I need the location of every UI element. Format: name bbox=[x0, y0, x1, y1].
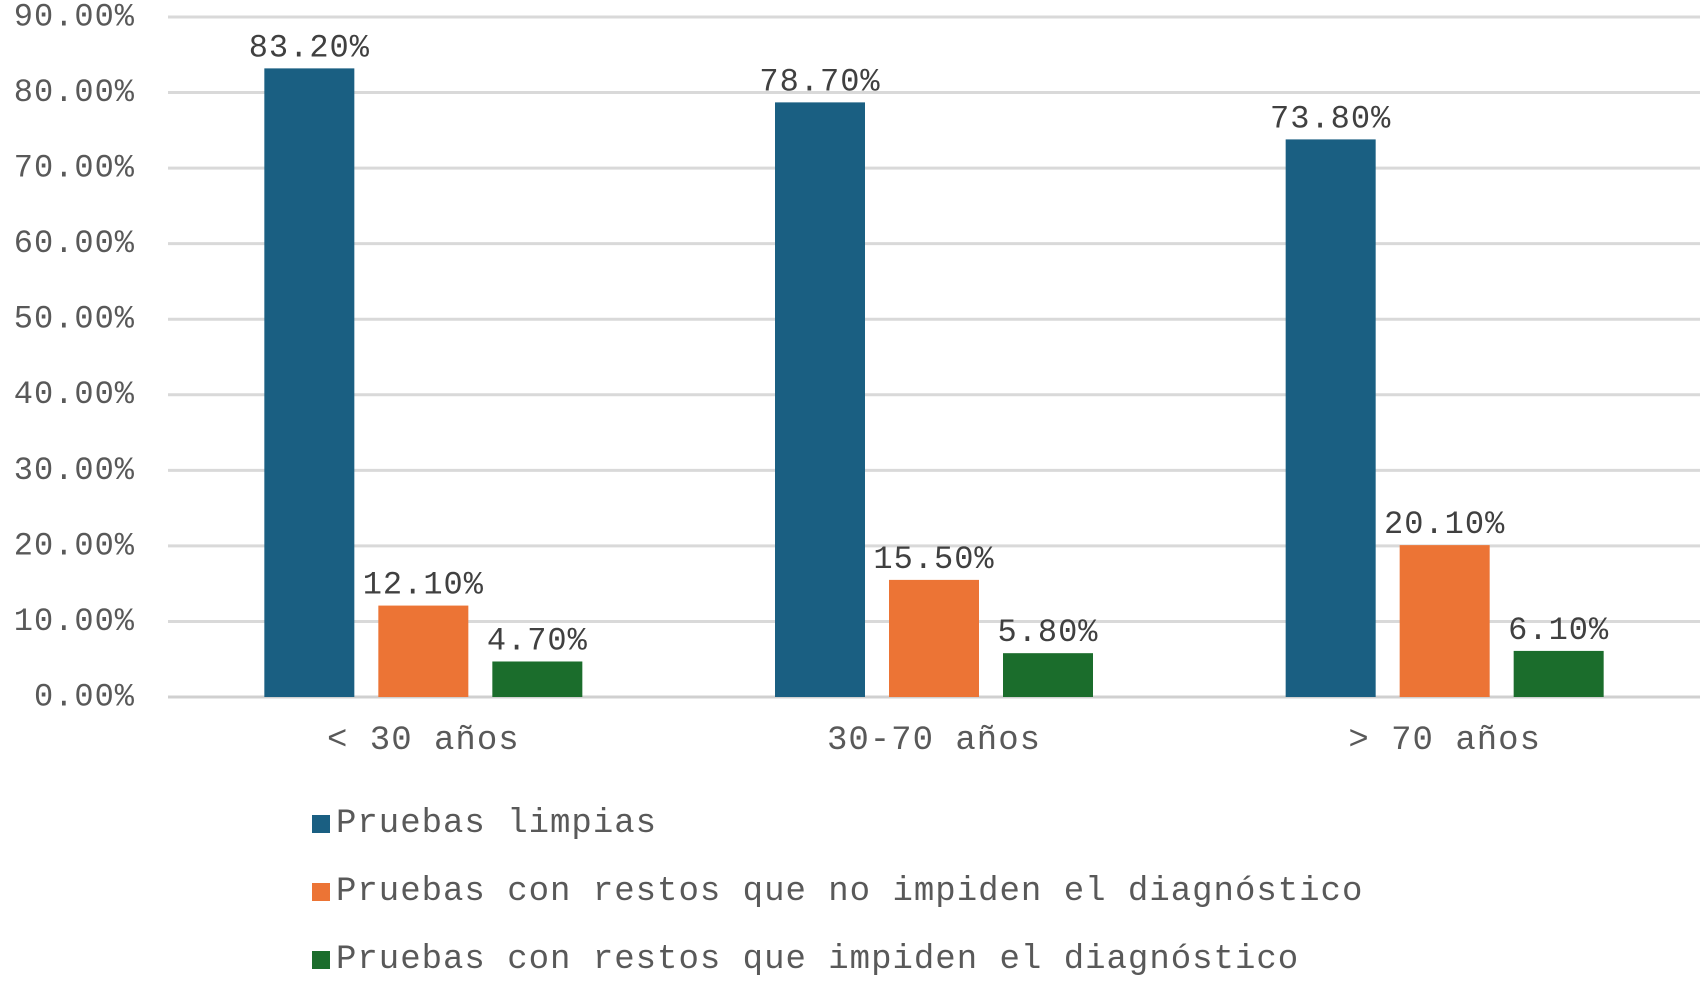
legend-label: Pruebas limpias bbox=[336, 805, 658, 843]
bar bbox=[889, 579, 979, 697]
y-tick-label: 20.00% bbox=[14, 527, 135, 564]
bar bbox=[378, 605, 469, 697]
bar bbox=[1399, 545, 1490, 697]
legend-item-residue-no-impede: Pruebas con restos que no impiden el dia… bbox=[312, 858, 1363, 926]
bar bbox=[775, 102, 865, 697]
y-tick-label: 30.00% bbox=[14, 452, 135, 489]
y-tick-label: 60.00% bbox=[14, 225, 135, 262]
x-tick-label: > 70 años bbox=[1348, 722, 1541, 760]
bar bbox=[264, 68, 355, 697]
legend-label: Pruebas con restos que no impiden el dia… bbox=[336, 873, 1364, 911]
y-tick-label: 0.00% bbox=[34, 678, 135, 715]
data-label: 4.70% bbox=[487, 622, 588, 659]
y-tick-label: 90.00% bbox=[14, 0, 135, 35]
y-tick-label: 50.00% bbox=[14, 301, 135, 338]
legend-swatch bbox=[312, 883, 330, 901]
data-label: 20.10% bbox=[1384, 506, 1505, 543]
x-tick-label: < 30 años bbox=[327, 722, 520, 760]
legend: Pruebas limpias Pruebas con restos que n… bbox=[312, 790, 1363, 994]
y-tick-label: 80.00% bbox=[14, 74, 135, 111]
data-labels: 83.20% 12.10%4.70% 78.70% 15.50%5.80% 73.80%… bbox=[249, 29, 1609, 659]
y-tick-label: 40.00% bbox=[14, 376, 135, 413]
x-tick-label: 30-70 años bbox=[827, 722, 1041, 760]
x-axis-ticks: < 30 años 30-70 años > 70 años bbox=[327, 722, 1541, 760]
legend-swatch bbox=[312, 815, 330, 833]
y-tick-label: 70.00% bbox=[14, 150, 135, 187]
legend-swatch bbox=[312, 951, 330, 969]
legend-item-residue-impede: Pruebas con restos que impiden el diagnó… bbox=[312, 926, 1363, 994]
y-axis-ticks: 0.00% 10.00% 20.00% 30.00% 40.00% 50.00% 60.00… bbox=[14, 0, 135, 715]
bar bbox=[1513, 650, 1604, 697]
data-label: 83.20% bbox=[249, 29, 370, 66]
data-label: 78.70% bbox=[759, 63, 880, 100]
bar bbox=[492, 661, 583, 697]
data-label: 5.80% bbox=[997, 614, 1098, 651]
data-label: 12.10% bbox=[363, 567, 484, 604]
data-label: 6.10% bbox=[1508, 612, 1609, 649]
legend-label: Pruebas con restos que impiden el diagnó… bbox=[336, 941, 1300, 979]
data-label: 73.80% bbox=[1270, 100, 1391, 137]
bar bbox=[1003, 653, 1093, 697]
data-label: 15.50% bbox=[873, 541, 994, 578]
bars bbox=[264, 68, 1604, 697]
legend-item-clean: Pruebas limpias bbox=[312, 790, 1363, 858]
bar bbox=[1285, 139, 1376, 697]
y-tick-label: 10.00% bbox=[14, 603, 135, 640]
